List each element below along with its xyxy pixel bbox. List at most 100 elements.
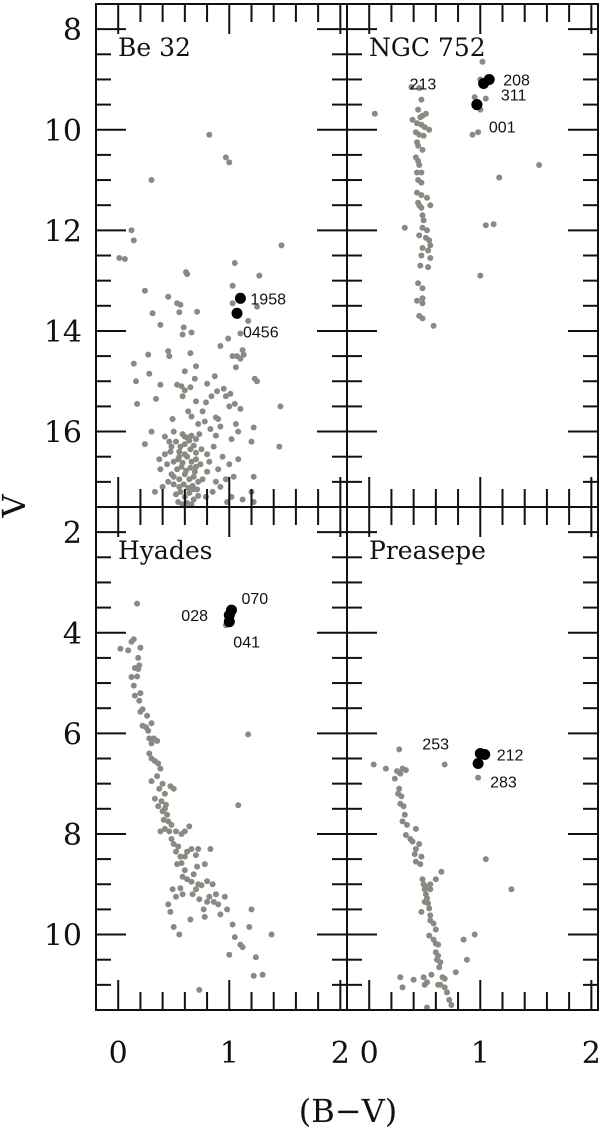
field-star-point [404, 821, 410, 828]
field-star-point [190, 871, 197, 878]
field-star-point [125, 647, 132, 654]
panel-title: Preasepe [369, 536, 486, 565]
field-star-point [418, 96, 425, 103]
field-star-point [432, 926, 439, 933]
field-star-point [159, 483, 166, 490]
field-star-point [170, 473, 177, 480]
field-star-point [411, 851, 418, 858]
field-star-point [204, 451, 211, 458]
field-star-point [199, 408, 206, 415]
field-star-point [396, 746, 403, 753]
field-star-point [173, 828, 179, 835]
panel-frame [95, 506, 348, 1011]
field-star-point [430, 920, 437, 927]
field-star-point [254, 378, 260, 385]
field-star-point [419, 224, 426, 231]
field-star-point [424, 979, 430, 986]
field-star-point [448, 1002, 455, 1008]
field-star-point [141, 441, 148, 448]
y-tick-label: 12 [44, 214, 82, 249]
field-star-point [161, 825, 168, 832]
field-star-point [425, 264, 432, 271]
panel-title: NGC 752 [369, 33, 486, 62]
field-star-point [188, 458, 195, 465]
field-star-point [239, 496, 246, 503]
field-star-point [170, 841, 177, 847]
field-star-point [168, 443, 175, 450]
field-star-point [477, 272, 484, 279]
field-star-point [201, 913, 208, 920]
field-star-point [463, 956, 470, 963]
field-star-point [164, 811, 171, 818]
field-star-point [209, 488, 216, 495]
field-star-point [424, 194, 430, 201]
field-star-point [427, 255, 434, 261]
highlighted-star-041 [223, 616, 235, 628]
field-star-point [438, 868, 445, 875]
y-tick-label: 4 [63, 617, 82, 652]
field-star-point [167, 908, 174, 915]
star-label-253: 253 [422, 737, 449, 754]
field-star-point [155, 803, 162, 810]
field-star-point [412, 846, 419, 852]
field-star-point [402, 832, 409, 838]
field-star-point [235, 428, 242, 435]
field-star-point [208, 393, 215, 400]
x-axis-label: (B−V) [299, 1092, 397, 1130]
field-star-point [226, 461, 233, 468]
field-star-point [475, 774, 482, 781]
field-star-point [245, 731, 252, 738]
field-star-point [227, 390, 234, 397]
field-star-point [131, 665, 138, 671]
field-star-point [231, 934, 238, 941]
field-star-point [211, 373, 218, 380]
field-star-point [174, 466, 181, 473]
field-star-point [421, 124, 428, 131]
y-tick-label: 10 [44, 919, 82, 954]
field-star-point [177, 443, 184, 450]
panel-title: Hyades [118, 536, 212, 565]
y-tick-label: 16 [44, 416, 82, 451]
field-star-point [170, 481, 177, 488]
field-star-point [177, 853, 184, 860]
field-star-point [250, 972, 257, 979]
star-label-311: 311 [501, 88, 527, 105]
field-star-point [173, 438, 179, 445]
field-star-point [166, 353, 173, 360]
field-star-point [232, 364, 239, 371]
field-star-point [161, 790, 168, 797]
field-star-point [179, 331, 186, 338]
field-star-point [278, 242, 285, 249]
field-star-point [159, 780, 166, 787]
field-star-point [189, 891, 196, 898]
field-star-point [400, 803, 407, 810]
field-star-point [220, 385, 227, 392]
field-star-point [419, 295, 426, 302]
field-star-point [177, 301, 184, 308]
field-star-point [409, 116, 416, 123]
field-star-point [176, 483, 183, 490]
field-star-point [424, 883, 430, 890]
field-star-point [175, 499, 182, 505]
field-star-point [252, 954, 259, 961]
field-star-point [134, 673, 141, 680]
field-star-point [222, 476, 229, 483]
axis-ticks [95, 4, 347, 507]
panel-be32: 1958 0456 Be 32 8 10 12 14 16 [44, 3, 348, 508]
field-star-point [397, 974, 404, 981]
field-star-point [231, 400, 238, 407]
field-star-point [237, 405, 244, 412]
y-tick-label: 8 [63, 13, 82, 48]
field-star-point [186, 489, 193, 496]
field-star-point [232, 421, 239, 427]
field-stars [370, 746, 515, 1011]
field-star-point [159, 808, 166, 815]
field-star-point [185, 408, 192, 415]
field-star-point [165, 348, 172, 355]
field-star-point [130, 682, 137, 689]
field-star-point [146, 750, 153, 757]
field-star-point [181, 828, 188, 835]
field-star-point [158, 798, 165, 805]
field-star-point [416, 162, 423, 168]
field-star-point [176, 448, 183, 455]
